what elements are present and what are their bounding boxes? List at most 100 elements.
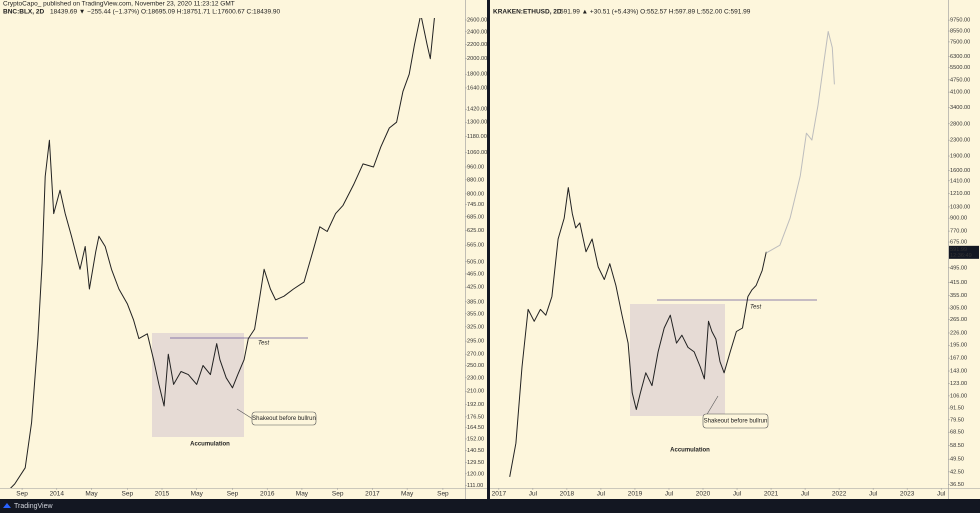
price-tag-label: 591.99 [950,247,967,253]
y-tick-label: 325.00 [467,324,484,330]
y-tick-label: 1060.00 [467,150,487,156]
x-tick-label: May [85,491,98,498]
y-tick-label: 295.00 [467,339,484,345]
y-tick-label: 675.00 [950,240,967,246]
y-tick-label: 355.00 [950,293,967,299]
x-tick-label: Jul [597,491,606,498]
y-tick-label: 385.00 [467,299,484,305]
y-tick-label: 123.00 [950,381,967,387]
x-tick-label: May [296,491,309,498]
y-tick-label: 900.00 [950,216,967,222]
y-tick-label: 565.00 [467,243,484,249]
callout-box [702,413,769,429]
y-tick-label: 152.00 [467,436,484,442]
y-tick-label: 250.00 [467,363,484,369]
y-tick-label: 800.00 [467,191,484,197]
y-tick-label: 129.50 [467,460,484,466]
y-tick-label: 2200.00 [467,42,487,48]
y-tick-label: 2400.00 [467,29,487,35]
x-tick-label: Sep [227,491,239,498]
annotation: Test [750,305,761,311]
y-tick-label: 625.00 [467,228,484,234]
callout-arrow [236,408,253,419]
x-tick-label: Sep [332,491,344,498]
annotation: Shakeout before bullrun [704,419,768,425]
y-tick-label: 270.00 [467,352,484,358]
annotation: Shakeout before bullrun [252,416,316,422]
x-tick-label: 2021 [764,491,779,498]
y-tick-label: 176.50 [467,414,484,420]
price-line [766,31,835,254]
y-tick-label: 1420.00 [467,107,487,113]
annotation: Accumulation [190,442,230,448]
annotation: Accumulation [670,448,710,454]
y-tick-label: 505.00 [467,259,484,265]
y-tick-label: 111.00 [467,483,483,489]
y-tick-label: 4750.00 [950,77,970,83]
x-tick-label: Sep [437,491,449,498]
callout-box [251,411,317,426]
countdown: 12:36:49 [950,253,972,259]
y-tick-label: 770.00 [950,229,967,235]
series [509,187,767,477]
y-tick-label: 167.00 [950,356,967,362]
symbol: KRAKEN:ETHUSD, 2D [493,9,562,16]
price-line [509,187,767,477]
x-tick-label: 2018 [560,491,575,498]
y-tick-label: 880.00 [467,177,484,183]
brand-logo [3,503,11,508]
x-tick-label: 2017 [365,491,380,498]
y-tick-label: 49.50 [950,457,964,463]
x-tick-label: May [191,491,204,498]
y-tick-label: 265.00 [950,317,967,323]
symbol: BNC:BLX, 2D [3,9,44,16]
y-tick-label: 120.00 [467,471,484,477]
series [766,31,835,254]
y-tick-label: 2300.00 [950,138,970,144]
y-tick-label: 195.00 [950,343,967,349]
y-tick-label: 1900.00 [950,154,970,160]
y-tick-label: 2600.00 [467,17,487,23]
x-tick-label: 2015 [155,491,170,498]
x-tick-label: Jul [733,491,742,498]
accumulation-box [152,333,244,437]
annotation: Test [258,341,269,347]
brand: TradingView [14,503,53,510]
y-tick-label: 91.50 [950,406,964,412]
y-tick-label: 685.00 [467,214,484,220]
quote: 18439.69 ▼ −255.44 (−1.37%) O:18695.09 H… [50,9,281,16]
publisher: CryptoCapo_ published on TradingView.com… [3,1,235,8]
x-tick-label: 2023 [900,491,915,498]
y-tick-label: 415.00 [950,280,967,286]
y-tick-label: 465.00 [467,271,484,277]
x-tick-label: May [401,491,414,498]
y-tick-label: 425.00 [467,285,484,291]
accumulation-box [630,304,725,416]
y-tick-label: 305.00 [950,306,967,312]
y-tick-label: 1410.00 [950,178,970,184]
y-tick-label: 2000.00 [467,56,487,62]
x-tick-label: Jul [665,491,674,498]
y-tick-label: 42.50 [950,469,964,475]
x-tick-label: Jul [801,491,810,498]
y-tick-label: 192.00 [467,402,484,408]
y-tick-label: 210.00 [467,389,484,395]
y-tick-label: 79.50 [950,417,964,423]
y-tick-label: 226.00 [950,330,967,336]
y-tick-label: 164.50 [467,425,484,431]
y-tick-label: 2800.00 [950,121,970,127]
x-tick-label: 2014 [50,491,65,498]
y-tick-label: 6300.00 [950,54,970,60]
y-tick-label: 36.50 [950,482,964,488]
series [10,18,435,488]
price-line [10,18,435,488]
y-tick-label: 143.00 [950,369,967,375]
y-tick-label: 68.50 [950,430,964,436]
x-tick-label: Jul [869,491,878,498]
y-tick-label: 1640.00 [467,85,487,91]
y-tick-label: 140.50 [467,448,484,454]
x-tick-label: Jul [937,491,946,498]
y-tick-label: 355.00 [467,311,484,317]
x-tick-label: Sep [16,491,28,498]
